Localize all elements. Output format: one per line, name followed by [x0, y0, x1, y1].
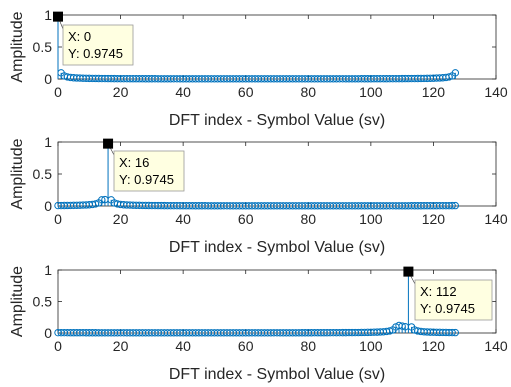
x-tick-label: 80	[300, 338, 316, 354]
stem-series	[54, 267, 460, 337]
x-tick-label: 0	[54, 84, 62, 100]
y-tick-label: 0	[44, 71, 52, 87]
y-tick-label: 0.5	[33, 166, 53, 182]
subplot-1: 0 20 40 60 80 100 120 140 0 0.5 1 DFT index - Symbo…	[9, 7, 508, 129]
subplot-2: 0 20 40 60 80 100 120 140 0 0.5 1 DFT index - Symbo…	[9, 134, 508, 256]
datatip-x-text: X: 16	[119, 155, 149, 170]
datatip-y-text: Y: 0.9745	[420, 301, 475, 316]
stem-marker	[448, 328, 456, 337]
datatip-marker[interactable]	[403, 266, 414, 277]
y-tick-label: 0	[44, 325, 52, 341]
x-tick-label: 60	[238, 211, 254, 227]
y-tick-label: 1	[44, 262, 52, 278]
datatip-x-text: X: 0	[68, 29, 91, 44]
x-tick-label: 140	[484, 211, 508, 227]
x-tick-label: 100	[359, 84, 383, 100]
stem-series	[54, 12, 460, 83]
x-tick-label: 100	[359, 211, 383, 227]
x-tick-label: 120	[422, 211, 446, 227]
x-tick-label: 20	[113, 211, 129, 227]
x-tick-label: 60	[238, 84, 254, 100]
stem-marker	[451, 69, 460, 77]
y-tick-label: 0.5	[33, 294, 53, 310]
y-axis-label: Amplitude	[9, 11, 26, 82]
y-tick-label: 1	[44, 134, 52, 150]
x-tick-label: 20	[113, 84, 129, 100]
subplot-3: 0 20 40 60 80 100 120 140 0 0.5 1 DFT index - Symbo…	[9, 262, 508, 383]
y-axis-label: Amplitude	[9, 266, 26, 337]
x-tick-label: 120	[422, 84, 446, 100]
datatip-marker[interactable]	[53, 11, 63, 22]
x-tick-label: 80	[300, 211, 316, 227]
x-tick-label: 40	[175, 211, 191, 227]
datatip-y-text: Y: 0.9745	[68, 46, 123, 61]
datatip-box[interactable]	[62, 24, 134, 66]
stem-marker	[451, 328, 460, 337]
x-tick-label: 40	[175, 338, 191, 354]
stem-marker	[398, 322, 406, 330]
y-axis-label: Amplitude	[9, 138, 26, 209]
datatip-box[interactable]	[113, 150, 185, 192]
x-tick-label: 80	[300, 84, 316, 100]
x-tick-label: 140	[484, 84, 508, 100]
x-axis-label: DFT index - Symbol Value (sv)	[169, 239, 385, 256]
datatip-box[interactable]	[414, 279, 493, 321]
x-tick-label: 140	[484, 338, 508, 354]
x-axis-label: DFT index - Symbol Value (sv)	[169, 112, 385, 129]
x-axis-label: DFT index - Symbol Value (sv)	[169, 366, 385, 383]
stem-marker	[451, 201, 460, 210]
datatip-y-text: Y: 0.9745	[119, 172, 174, 187]
y-tick-label: 0.5	[33, 39, 53, 55]
y-tick-label: 0	[44, 198, 52, 214]
y-tick-label: 1	[44, 7, 52, 23]
x-tick-label: 0	[54, 338, 62, 354]
datatip-marker[interactable]	[103, 138, 114, 149]
x-tick-label: 20	[113, 338, 129, 354]
x-tick-label: 100	[359, 338, 383, 354]
x-tick-label: 120	[422, 338, 446, 354]
x-tick-label: 40	[175, 84, 191, 100]
x-tick-label: 0	[54, 211, 62, 227]
datatip-x-text: X: 112	[420, 284, 457, 299]
x-tick-label: 60	[238, 338, 254, 354]
